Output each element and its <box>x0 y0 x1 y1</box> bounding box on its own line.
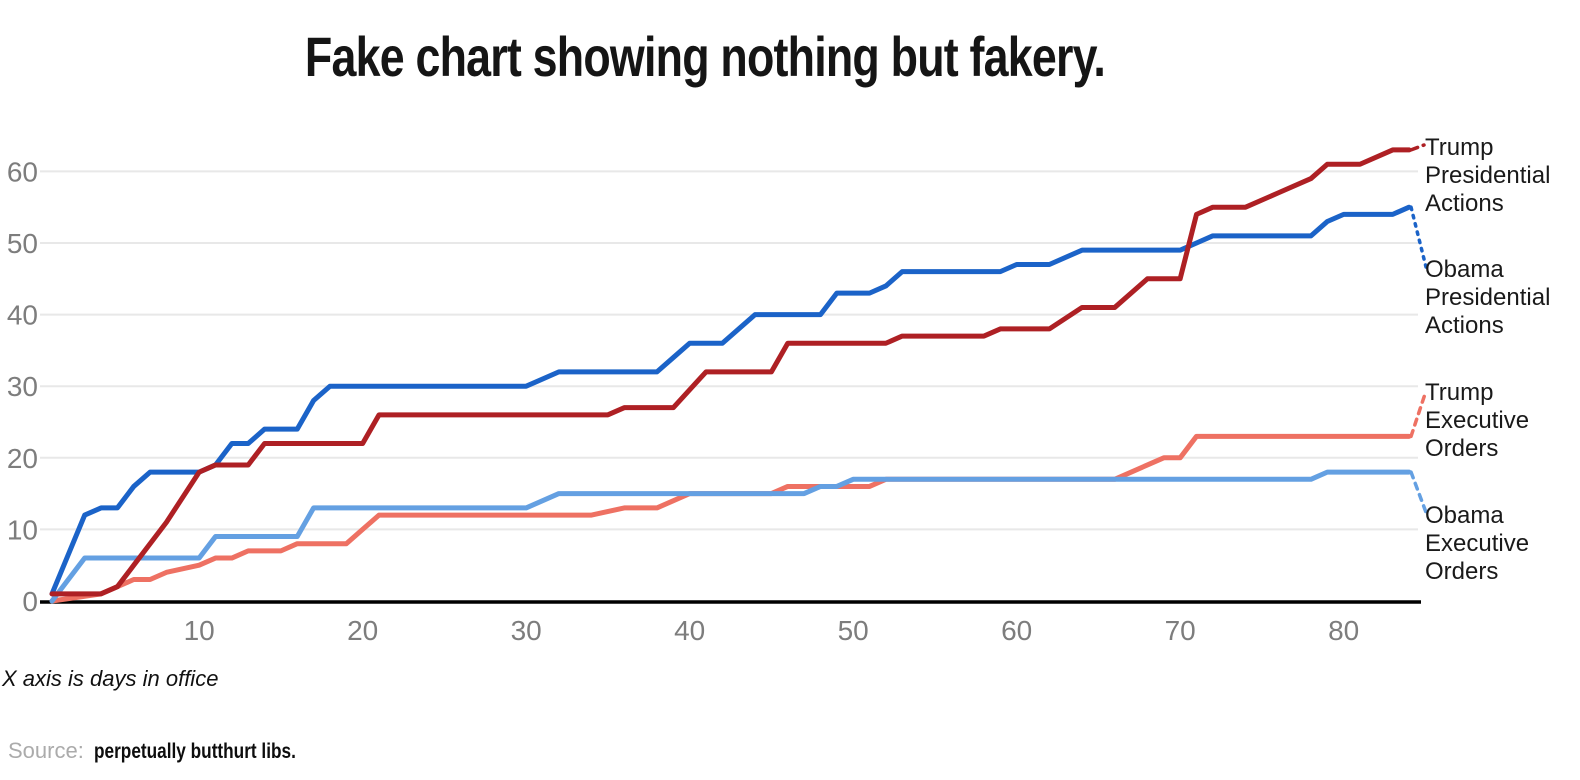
chart-title: Fake chart showing nothing but fakery. <box>304 25 1106 88</box>
x-tick-label-30: 30 <box>511 615 542 646</box>
legend-label-line: Obama <box>1425 502 1504 529</box>
x-tick-label-80: 80 <box>1328 615 1359 646</box>
y-tick-label-60: 60 <box>7 156 38 187</box>
legend-label-trump-presidential-actions: Trump Presidential Actions <box>1425 134 1550 218</box>
legend-label-obama-presidential-actions: Obama Presidential Actions <box>1425 256 1550 340</box>
x-tick-label-50: 50 <box>838 615 869 646</box>
y-tick-label-0: 0 <box>22 586 38 617</box>
legend-label-line: Presidential <box>1425 162 1551 189</box>
source-label: Source: <box>8 738 84 763</box>
legend-label-line: Executive <box>1425 407 1530 434</box>
legend-label-line: Trump <box>1425 379 1494 406</box>
y-tick-label-20: 20 <box>7 443 38 474</box>
series-line-obama-executive-orders <box>49 469 1412 604</box>
legend-label-line: Presidential <box>1425 284 1551 311</box>
x-tick-label-10: 10 <box>184 615 215 646</box>
legend-label-obama-executive-orders: Obama Executive Orders <box>1425 502 1529 586</box>
legend-label-line: Orders <box>1425 435 1499 462</box>
series-line-trump-presidential-actions <box>49 147 1412 597</box>
leader-line-trump-presidential-actions <box>1409 143 1426 152</box>
leader-line-trump-executive-orders <box>1409 389 1428 439</box>
y-tick-label-10: 10 <box>7 514 38 545</box>
x-tick-label-20: 20 <box>347 615 378 646</box>
x-tick-label-70: 70 <box>1165 615 1196 646</box>
legend-label-line: Executive <box>1425 530 1530 557</box>
legend-label-trump-executive-orders: Trump Executive Orders <box>1425 379 1529 463</box>
legend-label-line: Actions <box>1425 312 1504 339</box>
legend-label-line: Trump <box>1425 134 1494 161</box>
y-tick-label-50: 50 <box>7 228 38 259</box>
legend-label-line: Orders <box>1425 558 1499 585</box>
legend-label-line: Obama <box>1425 256 1504 283</box>
y-tick-label-30: 30 <box>7 371 38 402</box>
leader-line-obama-executive-orders <box>1409 470 1429 517</box>
y-tick-label-40: 40 <box>7 300 38 331</box>
x-tick-label-60: 60 <box>1001 615 1032 646</box>
source-row: Source: perpetually butthurt libs. <box>8 738 340 764</box>
series-line-trump-executive-orders <box>49 433 1412 604</box>
x-tick-label-40: 40 <box>674 615 705 646</box>
leader-line-obama-presidential-actions <box>1409 205 1428 269</box>
source-text: perpetually butthurt libs. <box>94 740 297 763</box>
x-axis-note: X axis is days in office <box>2 666 219 691</box>
legend-label-line: Actions <box>1425 190 1504 217</box>
